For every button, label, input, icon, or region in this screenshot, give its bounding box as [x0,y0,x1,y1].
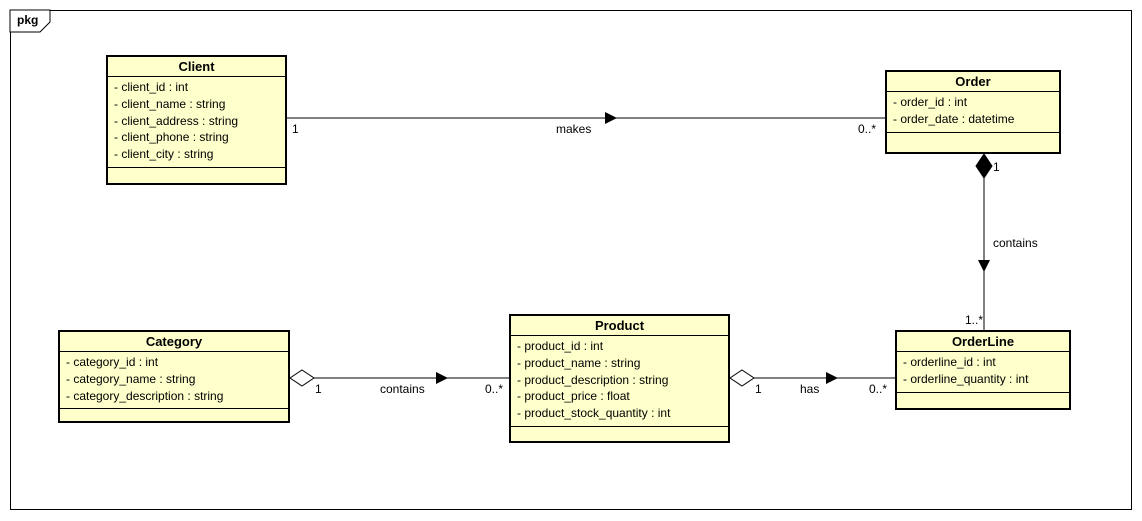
attr: - product_id : int [517,338,722,355]
class-category-attrs: - category_id : int - category_name : st… [60,352,288,409]
attr: - category_name : string [66,371,282,388]
class-orderline-attrs: - orderline_id : int - orderline_quantit… [897,352,1069,393]
attr: - client_address : string [114,113,279,130]
class-order: Order - order_id : int - order_date : da… [885,70,1061,154]
class-product: Product - product_id : int - product_nam… [509,314,730,443]
class-client-attrs: - client_id : int - client_name : string… [108,77,285,168]
attr: - orderline_quantity : int [903,371,1063,388]
attr: - order_id : int [893,94,1053,111]
class-category: Category - category_id : int - category_… [58,330,290,423]
attr: - category_description : string [66,388,282,405]
attr: - product_price : float [517,388,722,405]
attr: - product_stock_quantity : int [517,405,722,422]
attr: - order_date : datetime [893,111,1053,128]
pkg-label: pkg [17,13,38,27]
class-category-ops [60,409,288,419]
mult-product-side: 0..* [485,382,503,396]
edge-makes-label: makes [556,122,591,136]
mult-orderline-side: 1..* [965,313,983,327]
attr: - client_id : int [114,79,279,96]
diagram-canvas: Client - client_id : int - client_name :… [0,0,1142,521]
class-product-attrs: - product_id : int - product_name : stri… [511,336,728,427]
class-orderline-title: OrderLine [897,332,1069,352]
mult-orderline-side-2: 0..* [869,382,887,396]
class-client-title: Client [108,57,285,77]
attr: - client_city : string [114,146,279,163]
class-order-ops [887,133,1059,143]
mult-product-side-2: 1 [755,382,762,396]
attr: - product_description : string [517,372,722,389]
attr: - category_id : int [66,354,282,371]
edge-contains-vert-label: contains [993,236,1038,250]
mult-order-side-2: 1 [993,160,1000,174]
class-order-attrs: - order_id : int - order_date : datetime [887,92,1059,133]
mult-category-side: 1 [315,382,322,396]
attr: - client_name : string [114,96,279,113]
class-order-title: Order [887,72,1059,92]
class-category-title: Category [60,332,288,352]
attr: - product_name : string [517,355,722,372]
class-client: Client - client_id : int - client_name :… [106,55,287,185]
attr: - orderline_id : int [903,354,1063,371]
edge-contains-horiz-label: contains [380,382,425,396]
class-orderline: OrderLine - orderline_id : int - orderli… [895,330,1071,410]
edge-has-label: has [800,382,819,396]
mult-client-side: 1 [292,122,299,136]
class-product-title: Product [511,316,728,336]
class-product-ops [511,427,728,437]
class-orderline-ops [897,393,1069,403]
mult-order-side: 0..* [858,122,876,136]
class-client-ops [108,168,285,178]
attr: - client_phone : string [114,129,279,146]
